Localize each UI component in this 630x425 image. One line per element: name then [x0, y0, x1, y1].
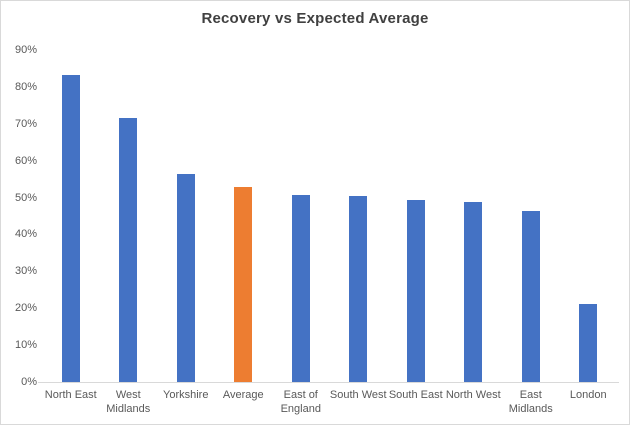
x-category-label: Yorkshire [163, 389, 209, 401]
y-tick-label: 10% [14, 339, 37, 352]
bar-east-midlands [521, 210, 540, 382]
x-category-label: London [569, 389, 607, 401]
bar-south-east [406, 200, 425, 382]
bar-london [579, 303, 598, 382]
y-tick-label: 50% [14, 191, 37, 204]
y-tick-label: 80% [14, 80, 37, 93]
bar-south-west [349, 195, 368, 382]
y-tick-label: 30% [14, 265, 37, 278]
y-tick-label: 20% [14, 302, 37, 315]
x-category-label: East of England [280, 389, 321, 415]
bar-east-of-england [291, 194, 310, 382]
x-category-label: West Midlands [106, 389, 151, 415]
x-category-label: North East [44, 389, 97, 401]
y-tick-label: 40% [14, 228, 37, 241]
y-tick-label: 0% [21, 376, 37, 388]
x-category-label: Average [222, 389, 264, 401]
y-tick-label: 60% [14, 154, 37, 167]
x-category-label: South East [388, 389, 443, 401]
bar-west-midlands [119, 118, 138, 382]
bar-average [234, 186, 253, 382]
x-axis-line [38, 382, 619, 383]
y-tick-label: 70% [14, 117, 37, 130]
chart-title: Recovery vs Expected Average [201, 10, 429, 27]
y-tick-label: 90% [14, 44, 37, 56]
x-category-label: North West [445, 389, 501, 401]
bar-yorkshire [176, 173, 195, 382]
x-category-label: South West [329, 389, 387, 401]
x-category-label: East Midlands [508, 389, 553, 415]
bar-north-east [61, 75, 80, 382]
bar-north-west [464, 202, 483, 382]
